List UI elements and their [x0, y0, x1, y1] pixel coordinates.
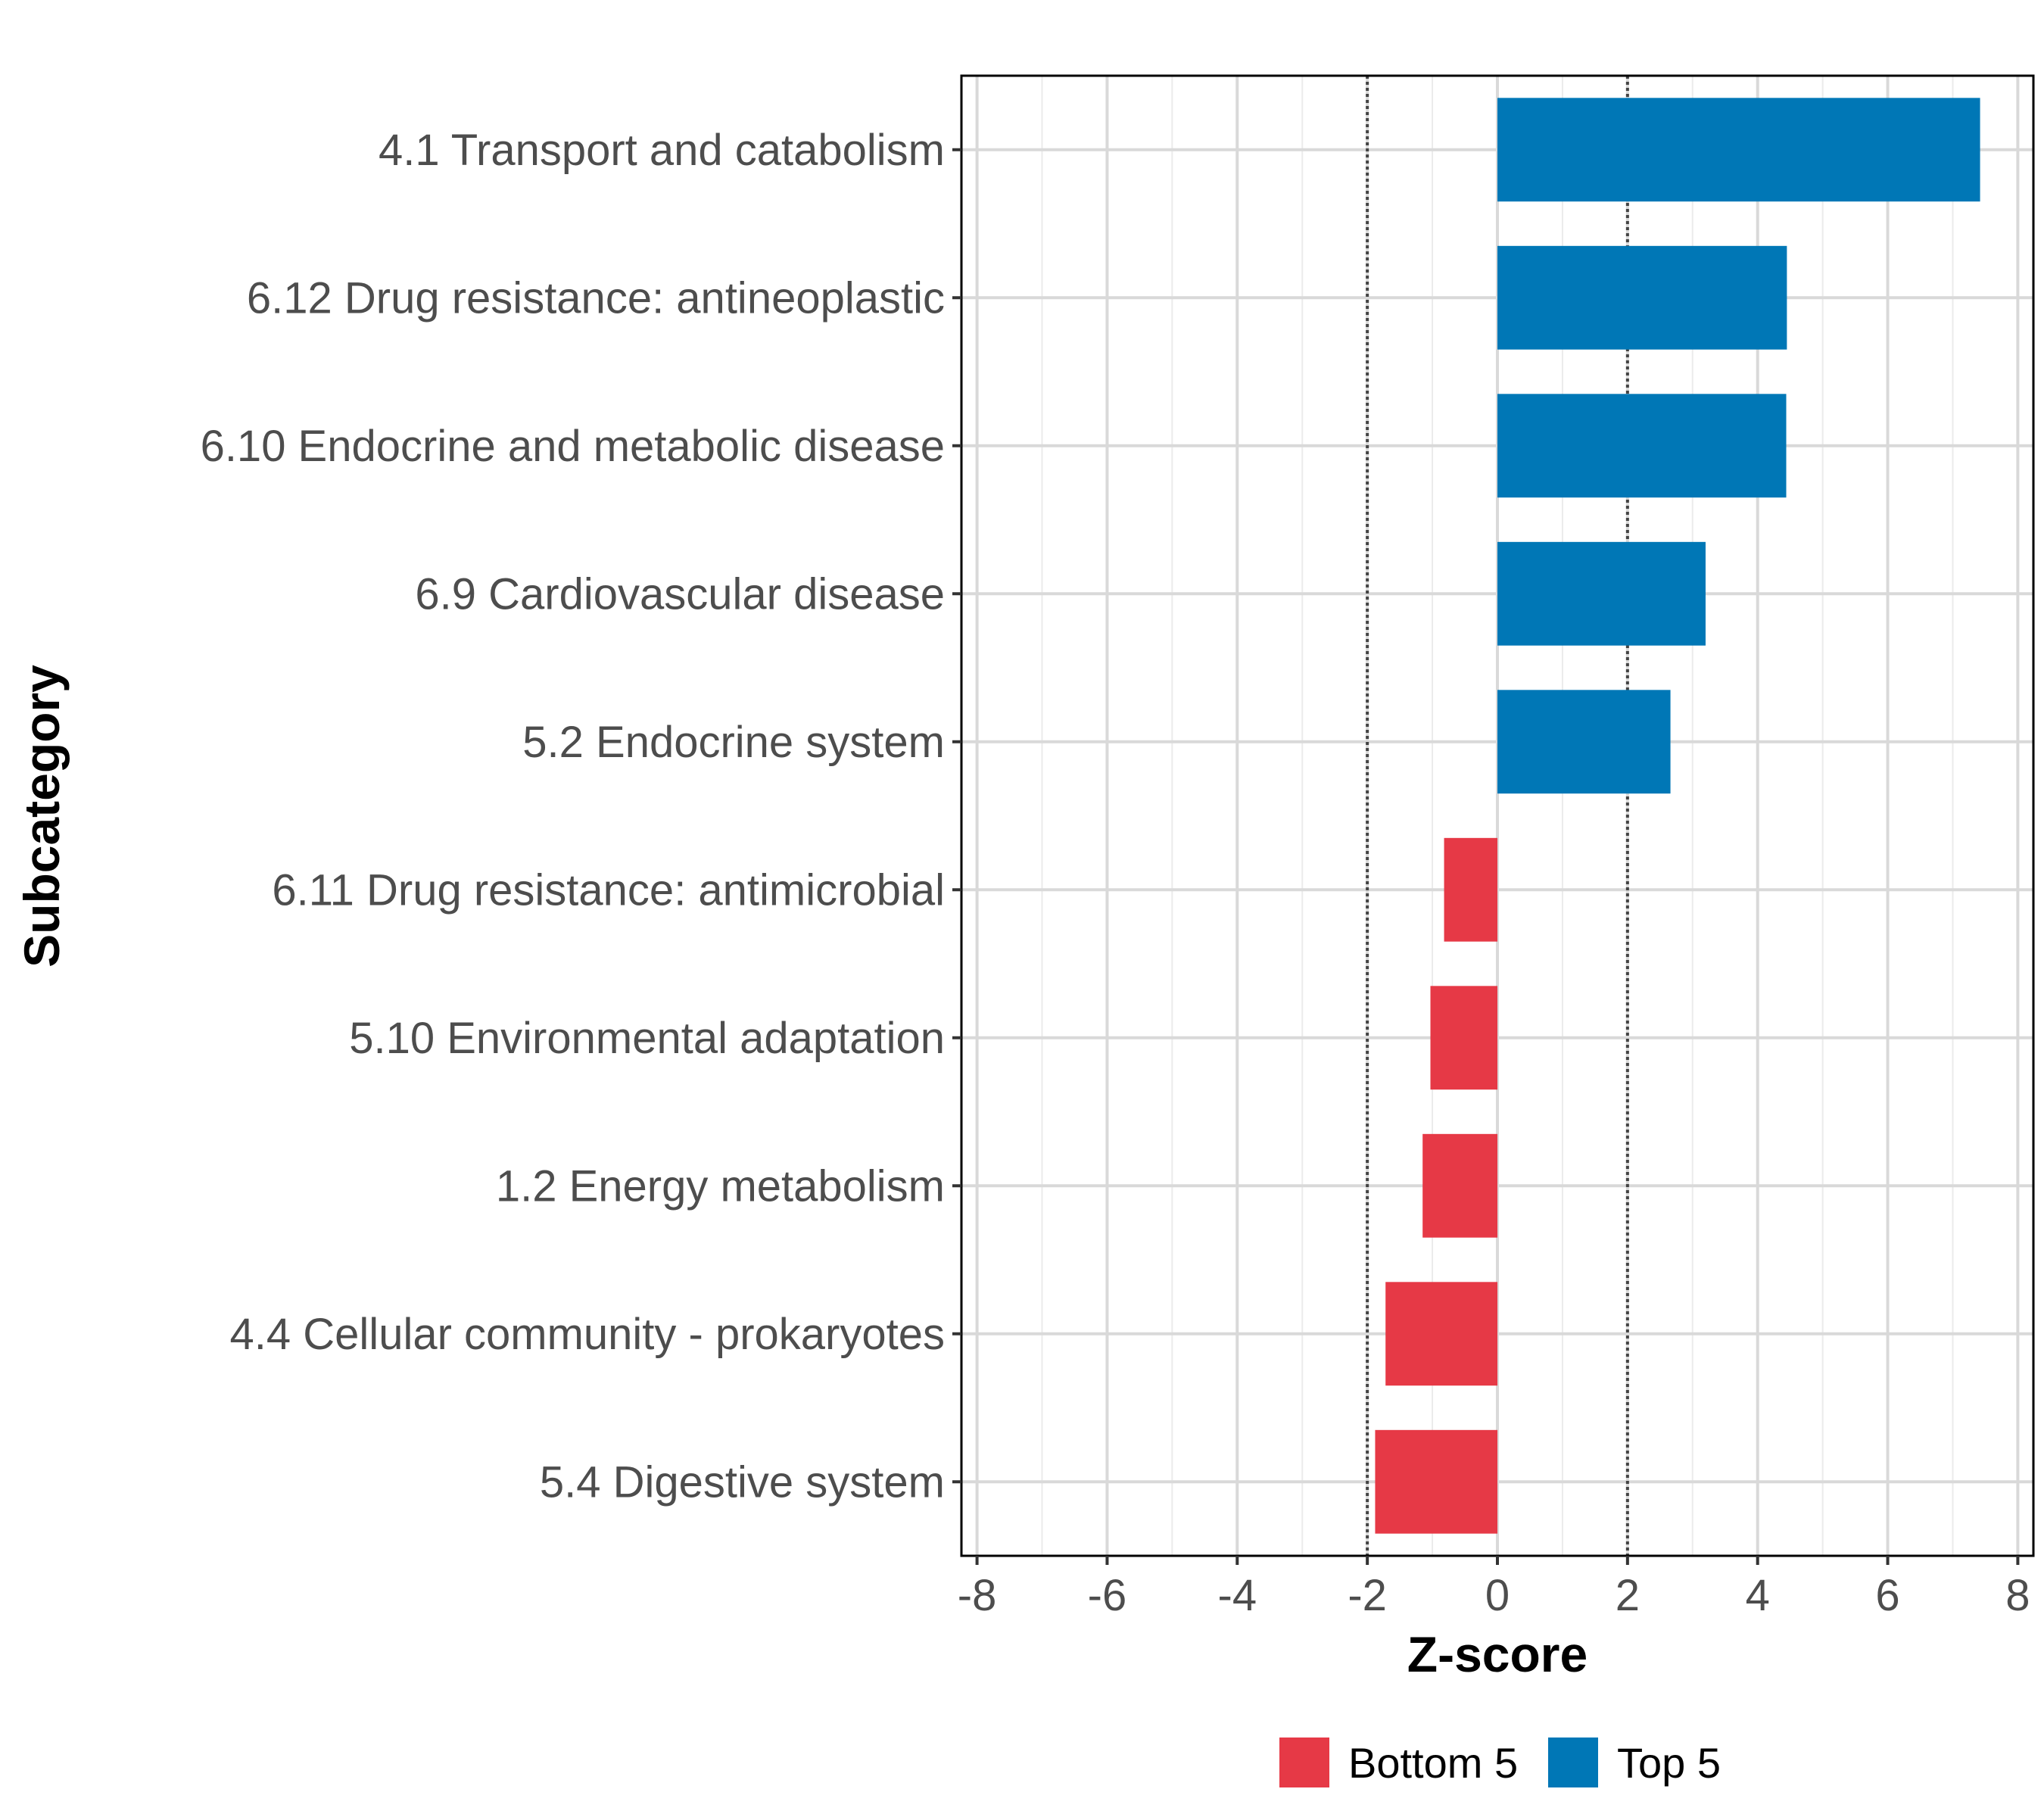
category-label: 5.10 Environmental adaptation [349, 1014, 945, 1063]
legend-swatch [1548, 1738, 1598, 1787]
x-tick-label: -2 [1348, 1571, 1387, 1620]
x-tick-label: 6 [1875, 1571, 1899, 1620]
category-label: 4.4 Cellular community - prokaryotes [230, 1310, 945, 1359]
x-tick-label: 8 [2005, 1571, 2030, 1620]
x-tick-label: -6 [1088, 1571, 1127, 1620]
x-tick-label: -8 [958, 1571, 997, 1620]
bar [1497, 98, 1980, 202]
legend-swatch [1279, 1738, 1329, 1787]
category-label: 6.11 Drug resistance: antimicrobial [272, 865, 945, 915]
category-label: 1.2 Energy metabolism [496, 1161, 945, 1211]
legend-label: Top 5 [1617, 1739, 1721, 1787]
x-tick-label: -4 [1218, 1571, 1257, 1620]
category-label: 5.2 Endocrine system [522, 718, 945, 767]
bar [1444, 837, 1497, 942]
x-axis: -8 -6 -4 -2 0 2 4 6 8 [958, 1556, 2030, 1620]
x-tick-label: 4 [1746, 1571, 1770, 1620]
x-tick-label: 2 [1616, 1571, 1640, 1620]
bar [1385, 1282, 1497, 1386]
category-label: 5.4 Digestive system [540, 1457, 945, 1507]
bar [1497, 245, 1787, 350]
x-axis-title: Z-score [1407, 1626, 1588, 1682]
y-axis: 4.1 Transport and catabolism 6.12 Drug re… [201, 126, 961, 1507]
legend: Bottom 5 Top 5 [1279, 1738, 1721, 1787]
x-tick-label: 0 [1485, 1571, 1510, 1620]
y-axis-title: Subcategory [14, 665, 70, 968]
legend-label: Bottom 5 [1348, 1739, 1518, 1787]
category-label: 4.1 Transport and catabolism [379, 126, 945, 175]
category-label: 6.9 Cardiovascular disease [415, 569, 945, 619]
bars [1375, 98, 1980, 1534]
category-label: 6.12 Drug resistance: antineoplastic [247, 273, 945, 323]
bar [1375, 1429, 1497, 1534]
bar [1422, 1133, 1497, 1238]
category-label: 6.10 Endocrine and metabolic disease [201, 422, 945, 471]
bar [1430, 986, 1497, 1090]
bar [1497, 541, 1706, 646]
bar [1497, 690, 1671, 794]
bar [1497, 394, 1787, 498]
reference-lines [1366, 76, 1629, 1556]
